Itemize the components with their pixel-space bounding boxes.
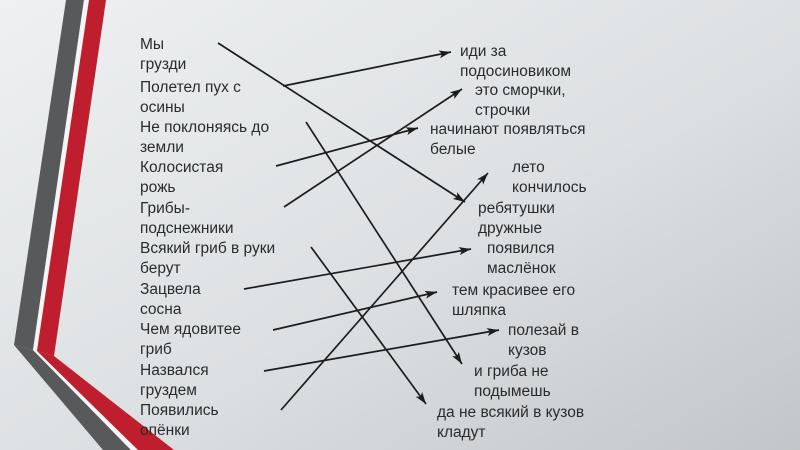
right-item-5: ребятушки дружные <box>478 199 555 239</box>
left-item-5-line2: подснежники <box>140 220 234 237</box>
connection-left-3-right-9 <box>305 121 463 365</box>
right-item-4-line1: лето <box>512 159 545 176</box>
left-item-3-line2: земли <box>140 139 184 156</box>
right-item-2-line1: это сморчки, <box>475 82 566 99</box>
right-item-2-line2: строчки <box>475 102 531 119</box>
right-item-6-line2: маслёнок <box>487 260 556 277</box>
right-item-9-line1: и гриба не <box>474 363 549 380</box>
left-item-7: Зацвела сосна <box>140 280 201 320</box>
connection-left-2-right-1 <box>282 50 452 87</box>
right-item-4-line2: кончилось <box>512 179 587 196</box>
connection-left-1-right-5 <box>217 42 466 203</box>
left-item-8-line1: Чем ядовитее <box>140 321 242 338</box>
connection-left-5-right-2 <box>283 88 463 208</box>
right-item-3-line2: белые <box>430 141 476 158</box>
ribbon-red-upper <box>37 0 106 356</box>
right-item-5-line2: дружные <box>478 220 543 237</box>
right-item-10-line1: да не всякий в кузов <box>437 404 585 421</box>
left-item-7-line1: Зацвела <box>140 281 201 298</box>
left-item-9-line2: груздем <box>140 382 197 399</box>
left-item-2-line1: Полетел пух с <box>140 79 241 96</box>
left-item-10-line1: Появились <box>140 402 219 419</box>
right-item-10: да не всякий в кузов кладут <box>437 403 584 443</box>
connection-left-8-right-7 <box>272 290 438 331</box>
connection-left-4-right-3 <box>275 127 419 167</box>
right-item-8-line1: полезай в <box>508 322 579 339</box>
ribbon-gap-upper <box>33 0 89 351</box>
left-item-1-line2: грузди <box>140 56 187 73</box>
right-item-1-line2: подосиновиком <box>460 63 572 80</box>
left-item-8-line2: гриб <box>140 341 172 358</box>
right-item-7-line1: тем красивее его <box>452 282 576 299</box>
connection-left-9-right-8 <box>263 328 500 372</box>
right-item-8-line2: кузов <box>508 342 547 359</box>
right-item-1: иди за подосиновиком <box>460 42 571 82</box>
ribbon-gray-upper <box>14 0 84 350</box>
left-item-4: Колосистая рожь <box>140 158 223 198</box>
left-item-5-line1: Грибы- <box>140 200 190 217</box>
left-item-1: Мы грузди <box>140 35 186 75</box>
right-item-8: полезай в кузов <box>508 321 579 361</box>
left-item-2: Полетел пух с осины <box>140 78 241 118</box>
ribbon-red-lower <box>37 351 174 450</box>
ribbon-gap-lower <box>33 350 138 450</box>
right-item-3: начинают появляться белые <box>430 120 585 160</box>
connection-left-10-right-4 <box>280 172 489 411</box>
left-item-6-line1: Всякий гриб в руки <box>140 240 276 257</box>
right-item-6: появился маслёнок <box>487 239 556 279</box>
right-item-4: лето кончилось <box>512 158 587 198</box>
right-item-5-line1: ребятушки <box>478 200 555 217</box>
right-item-9-line2: подымешь <box>474 383 551 400</box>
ribbon-gray-lower <box>14 345 131 450</box>
left-item-10-line2: опёнки <box>140 422 190 439</box>
left-item-4-line2: рожь <box>140 179 176 196</box>
left-item-6: Всякий гриб в руки берут <box>140 239 275 279</box>
right-item-2: это сморчки, строчки <box>475 81 566 121</box>
left-item-3-line1: Не поклоняясь до <box>140 119 270 136</box>
left-item-5: Грибы-подснежники <box>140 199 234 239</box>
right-item-6-line1: появился <box>487 240 555 257</box>
left-item-9-line1: Назвался <box>140 362 209 379</box>
right-item-1-line1: иди за <box>460 43 507 60</box>
left-item-4-line1: Колосистая <box>140 159 224 176</box>
left-item-2-line2: осины <box>140 99 185 116</box>
connection-left-6-right-10 <box>310 246 427 405</box>
left-item-10: Появились опёнки <box>140 401 219 441</box>
left-item-8: Чем ядовитее гриб <box>140 320 241 360</box>
right-item-3-line1: начинают появляться <box>430 121 586 138</box>
right-item-7-line2: шляпка <box>452 302 507 319</box>
right-item-10-line2: кладут <box>437 424 486 441</box>
connection-left-7-right-6 <box>243 247 472 290</box>
left-item-3: Не поклоняясь до земли <box>140 118 269 158</box>
left-item-9: Назвался груздем <box>140 361 209 401</box>
right-item-7: тем красивее его шляпка <box>452 281 575 321</box>
left-item-1-line1: Мы <box>140 36 165 53</box>
left-item-6-line2: берут <box>140 260 181 277</box>
left-item-7-line2: сосна <box>140 301 182 318</box>
right-item-9: и гриба не подымешь <box>474 362 551 402</box>
